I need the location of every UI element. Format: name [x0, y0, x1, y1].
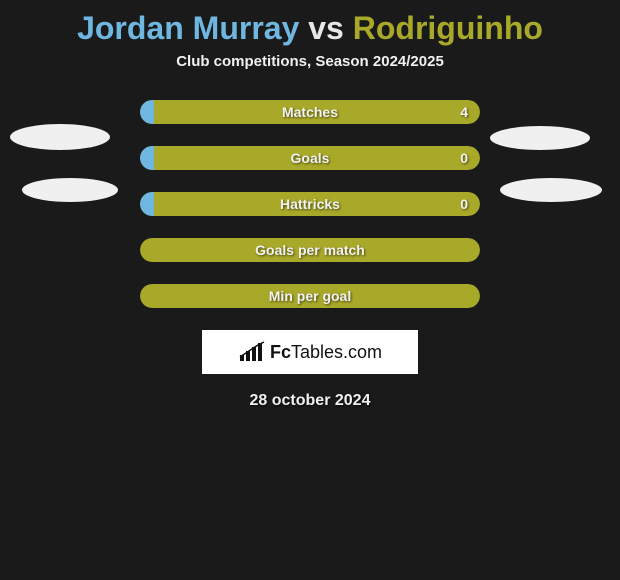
stat-row: Goals per match [140, 238, 480, 262]
source-logo-box: FcTables.com [202, 330, 418, 374]
stat-bar-left [140, 100, 154, 124]
bars-icon [238, 341, 266, 363]
decorative-ellipse [22, 178, 118, 202]
date: 28 october 2024 [0, 392, 620, 410]
stat-value: 4 [460, 104, 468, 120]
stat-bar-left [140, 192, 154, 216]
stat-row: Min per goal [140, 284, 480, 308]
source-logo: FcTables.com [238, 341, 382, 363]
stat-label: Min per goal [269, 288, 351, 304]
stats-comparison: Matches 4 Goals 0 Hattricks 0 Goals per match M… [140, 100, 480, 308]
logo-text-bold: Fc [270, 342, 291, 362]
decorative-ellipse [10, 124, 110, 150]
stat-label: Hattricks [280, 196, 340, 212]
logo-text-rest: Tables.com [291, 342, 382, 362]
logo-text: FcTables.com [270, 342, 382, 363]
subtitle: Club competitions, Season 2024/2025 [0, 53, 620, 70]
page-title: Jordan Murray vs Rodriguinho [0, 0, 620, 53]
stat-bar-left [140, 146, 154, 170]
title-vs: vs [308, 10, 344, 46]
stat-label: Goals per match [255, 242, 365, 258]
stat-value: 0 [460, 196, 468, 212]
title-player2: Rodriguinho [353, 10, 543, 46]
stat-row: Goals 0 [140, 146, 480, 170]
stat-label: Matches [282, 104, 338, 120]
stat-row: Matches 4 [140, 100, 480, 124]
decorative-ellipse [500, 178, 602, 202]
stat-label: Goals [291, 150, 330, 166]
stat-row: Hattricks 0 [140, 192, 480, 216]
title-player1: Jordan Murray [77, 10, 299, 46]
stat-value: 0 [460, 150, 468, 166]
decorative-ellipse [490, 126, 590, 150]
